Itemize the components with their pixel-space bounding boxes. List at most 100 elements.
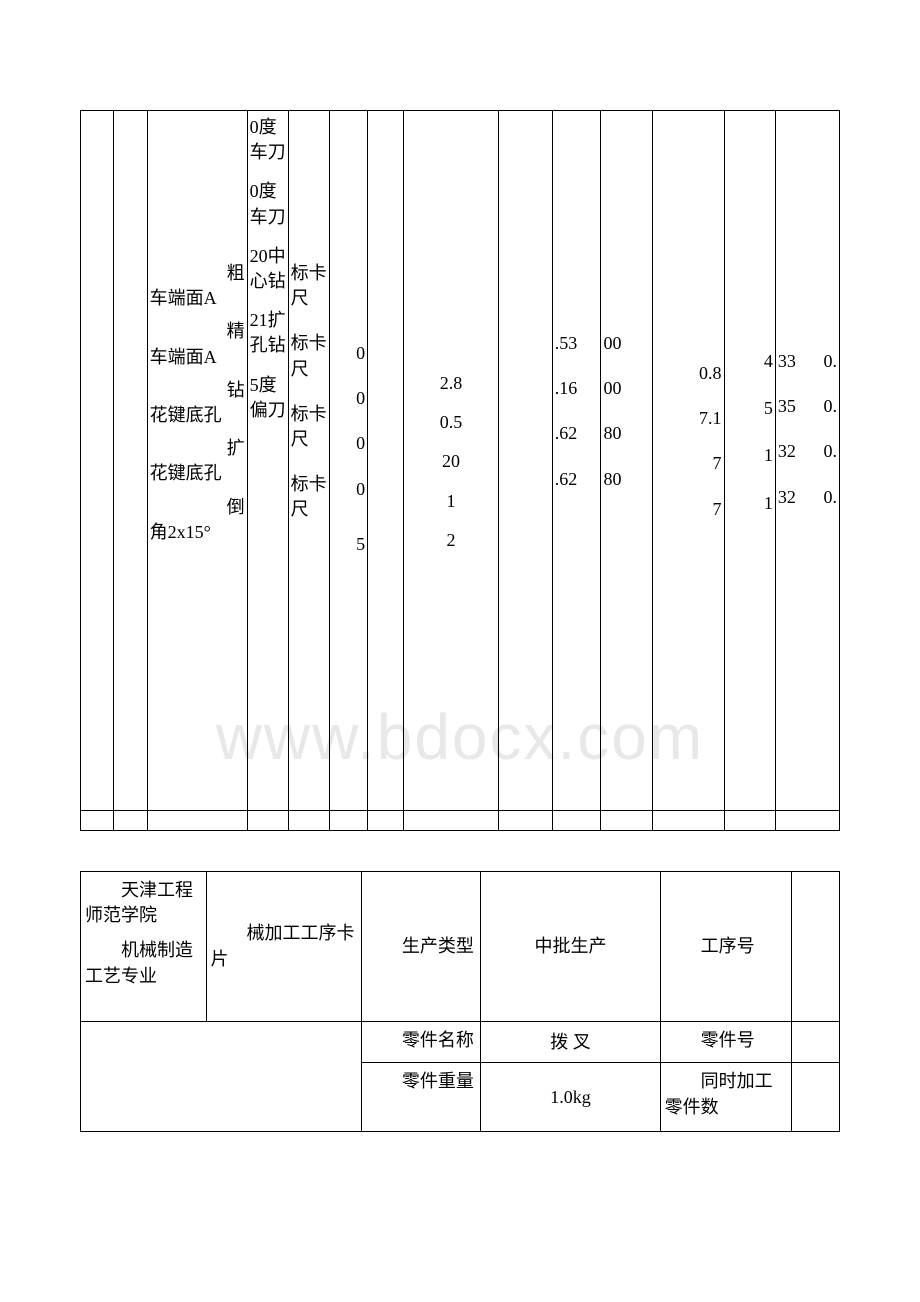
- card-title-text: 械加工工序卡片: [211, 921, 357, 971]
- op2-indent: 精: [150, 319, 245, 344]
- t1r2-c6: [329, 811, 367, 831]
- t1r2-c14: [775, 811, 839, 831]
- t2-simul-val: [792, 1063, 840, 1132]
- process-card-header-table: 天津工程师范学院 机械制造工艺专业 械加工工序卡片 生产类型 中批生产 工序号 …: [80, 871, 840, 1132]
- t2-seq-val: [792, 872, 840, 1022]
- c12-v3: 7: [655, 451, 722, 476]
- op3-indent: 钻: [150, 378, 245, 403]
- op3-text: 花键底孔: [150, 403, 245, 428]
- prod-type-value: 中批生产: [485, 934, 655, 959]
- c10-v2: .16: [555, 376, 599, 401]
- t1-col1: [81, 111, 114, 811]
- t1-col3-operations: 粗 车端面A 精 车端面A 钻 花键底孔 扩 花键底孔 倒 角2x15°: [147, 111, 247, 811]
- t2-blank-big: [81, 1022, 362, 1132]
- c6-v2: 0: [332, 386, 365, 411]
- tool2: 0度车刀: [250, 179, 286, 229]
- measure4: 标卡尺: [291, 472, 327, 522]
- measure3: 标卡尺: [291, 402, 327, 452]
- c14-v3a: 0.: [824, 439, 838, 464]
- c14-v2b: 35: [778, 394, 796, 419]
- measure2: 标卡尺: [291, 331, 327, 381]
- t1-col7: [368, 111, 404, 811]
- c13-v1: 4: [727, 349, 773, 374]
- table1-row-main: 粗 车端面A 精 车端面A 钻 花键底孔 扩 花键底孔 倒 角2x15° 0度车…: [81, 111, 840, 811]
- tool1: 0度车刀: [250, 115, 286, 165]
- t1r2-c8: [404, 811, 499, 831]
- c13-v4: 1: [727, 491, 773, 516]
- major-name: 机械制造工艺专业: [85, 938, 202, 988]
- t1-col2: [114, 111, 147, 811]
- c6-v5: 5: [332, 532, 365, 557]
- c14-v1b: 33: [778, 349, 796, 374]
- t1r2-c3: [147, 811, 247, 831]
- tool5: 5度偏刀: [250, 373, 286, 423]
- c13-v3: 1: [727, 443, 773, 468]
- c8-v4: 1: [406, 489, 496, 514]
- t1-col12: 0.8 7.1 7 7: [652, 111, 724, 811]
- t1-col10: .53 .16 .62 .62: [552, 111, 601, 811]
- t2-part-name-label: 零件名称: [361, 1022, 481, 1063]
- t2-part-name-val: 拨 叉: [481, 1022, 660, 1063]
- c11-v1: 00: [603, 331, 649, 356]
- c13-v2: 5: [727, 396, 773, 421]
- t1r2-c9: [498, 811, 552, 831]
- c6-v3: 0: [332, 431, 365, 456]
- c12-v4: 7: [655, 497, 722, 522]
- t2-part-no-label: 零件号: [660, 1022, 791, 1063]
- c12-v2: 7.1: [655, 406, 722, 431]
- c11-v2: 00: [603, 376, 649, 401]
- op4-text: 花键底孔: [150, 461, 245, 486]
- c10-v1: .53: [555, 331, 599, 356]
- t2-seq-label: 工序号: [660, 872, 791, 1022]
- t2-row1: 天津工程师范学院 机械制造工艺专业 械加工工序卡片 生产类型 中批生产 工序号: [81, 872, 840, 1022]
- t1-col13: 4 5 1 1: [724, 111, 775, 811]
- table1-row-empty: [81, 811, 840, 831]
- simul-label: 同时加工零件数: [665, 1069, 787, 1119]
- op1-text: 车端面A: [150, 286, 245, 311]
- t1r2-c1: [81, 811, 114, 831]
- t1-col5-measure: 标卡尺 标卡尺 标卡尺 标卡尺: [288, 111, 329, 811]
- t1r2-c2: [114, 811, 147, 831]
- c6-v1: 0: [332, 341, 365, 366]
- c14-v2a: 0.: [824, 394, 838, 419]
- op4-indent: 扩: [150, 436, 245, 461]
- c8-v3: 20: [406, 449, 496, 474]
- t1r2-c11: [601, 811, 652, 831]
- t1-col14: 33 0. 35 0. 32 0. 32 0.: [775, 111, 839, 811]
- t2-card-title: 械加工工序卡片: [206, 872, 361, 1022]
- t1-col6: 0 0 0 0 5: [329, 111, 367, 811]
- t1r2-c5: [288, 811, 329, 831]
- t2-part-no-val: [792, 1022, 840, 1063]
- op2-text: 车端面A: [150, 345, 245, 370]
- t2-institution: 天津工程师范学院 机械制造工艺专业: [81, 872, 207, 1022]
- t1-col9: [498, 111, 552, 811]
- t2-weight-val: 1.0kg: [481, 1063, 660, 1132]
- op1-indent: 粗: [150, 261, 245, 286]
- t2-prod-type-val: 中批生产: [481, 872, 660, 1022]
- t1r2-c10: [552, 811, 601, 831]
- t1-col8: 2.8 0.5 20 1 2: [404, 111, 499, 811]
- op5-indent: 倒: [150, 495, 245, 520]
- part-name-value: 拨 叉: [485, 1030, 655, 1055]
- c14-v4a: 0.: [824, 485, 838, 510]
- c6-v4: 0: [332, 477, 365, 502]
- t2-simul-label: 同时加工零件数: [660, 1063, 791, 1132]
- weight-label: 零件重量: [366, 1069, 477, 1094]
- page-container: www.bdocx.com 粗 车端面A 精 车端面A 钻 花键底孔 扩 花键底…: [0, 110, 920, 1132]
- tool3: 20中心钻: [250, 244, 286, 294]
- measure1: 标卡尺: [291, 261, 327, 311]
- tool4: 21扩孔钻: [250, 308, 286, 358]
- c14-v1a: 0.: [824, 349, 838, 374]
- op5-text: 角2x15°: [150, 520, 245, 545]
- c11-v4: 80: [603, 467, 649, 492]
- weight-value: 1.0kg: [485, 1085, 655, 1110]
- t1r2-c13: [724, 811, 775, 831]
- t1r2-c4: [247, 811, 288, 831]
- seq-label: 工序号: [665, 934, 787, 959]
- process-detail-table: 粗 车端面A 精 车端面A 钻 花键底孔 扩 花键底孔 倒 角2x15° 0度车…: [80, 110, 840, 831]
- c8-v5: 2: [406, 528, 496, 553]
- c8-v2: 0.5: [406, 410, 496, 435]
- c14-v3b: 32: [778, 439, 796, 464]
- t2-row2: 零件名称 拨 叉 零件号: [81, 1022, 840, 1063]
- part-name-label: 零件名称: [366, 1028, 477, 1053]
